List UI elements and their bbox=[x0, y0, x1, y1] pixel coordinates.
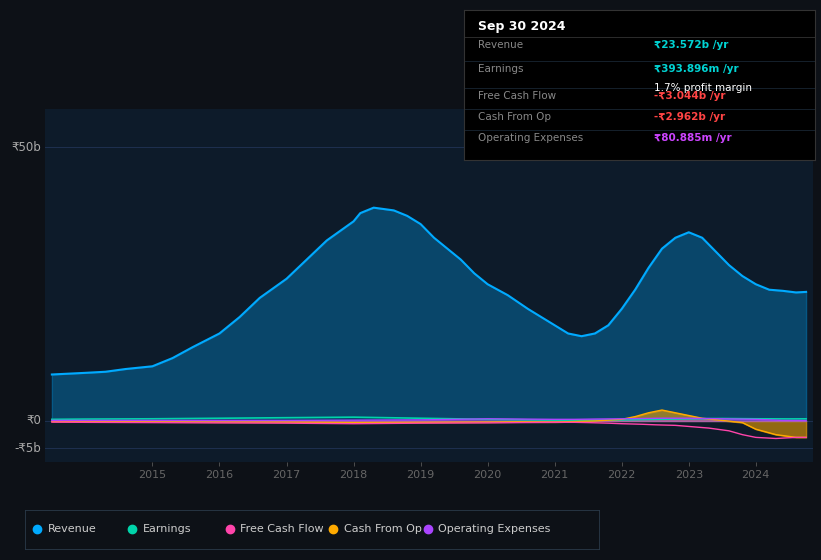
Text: Revenue: Revenue bbox=[48, 524, 96, 534]
Text: ₹0: ₹0 bbox=[26, 414, 41, 427]
Text: Earnings: Earnings bbox=[143, 524, 191, 534]
Text: ₹80.885m /yr: ₹80.885m /yr bbox=[654, 133, 732, 143]
Text: Cash From Op: Cash From Op bbox=[478, 111, 551, 122]
Text: Operating Expenses: Operating Expenses bbox=[478, 133, 583, 143]
Text: Revenue: Revenue bbox=[478, 40, 523, 49]
Text: Free Cash Flow: Free Cash Flow bbox=[240, 524, 323, 534]
Text: Operating Expenses: Operating Expenses bbox=[438, 524, 551, 534]
Text: -₹2.962b /yr: -₹2.962b /yr bbox=[654, 111, 725, 122]
Text: ₹393.896m /yr: ₹393.896m /yr bbox=[654, 63, 738, 73]
Text: ₹23.572b /yr: ₹23.572b /yr bbox=[654, 40, 728, 49]
Text: -₹3.044b /yr: -₹3.044b /yr bbox=[654, 91, 725, 101]
Text: 1.7% profit margin: 1.7% profit margin bbox=[654, 83, 751, 93]
Text: Cash From Op: Cash From Op bbox=[344, 524, 421, 534]
Text: Earnings: Earnings bbox=[478, 63, 524, 73]
Text: -₹5b: -₹5b bbox=[14, 442, 41, 455]
Text: Free Cash Flow: Free Cash Flow bbox=[478, 91, 556, 101]
Text: ₹50b: ₹50b bbox=[11, 141, 41, 154]
Text: Sep 30 2024: Sep 30 2024 bbox=[478, 20, 566, 33]
